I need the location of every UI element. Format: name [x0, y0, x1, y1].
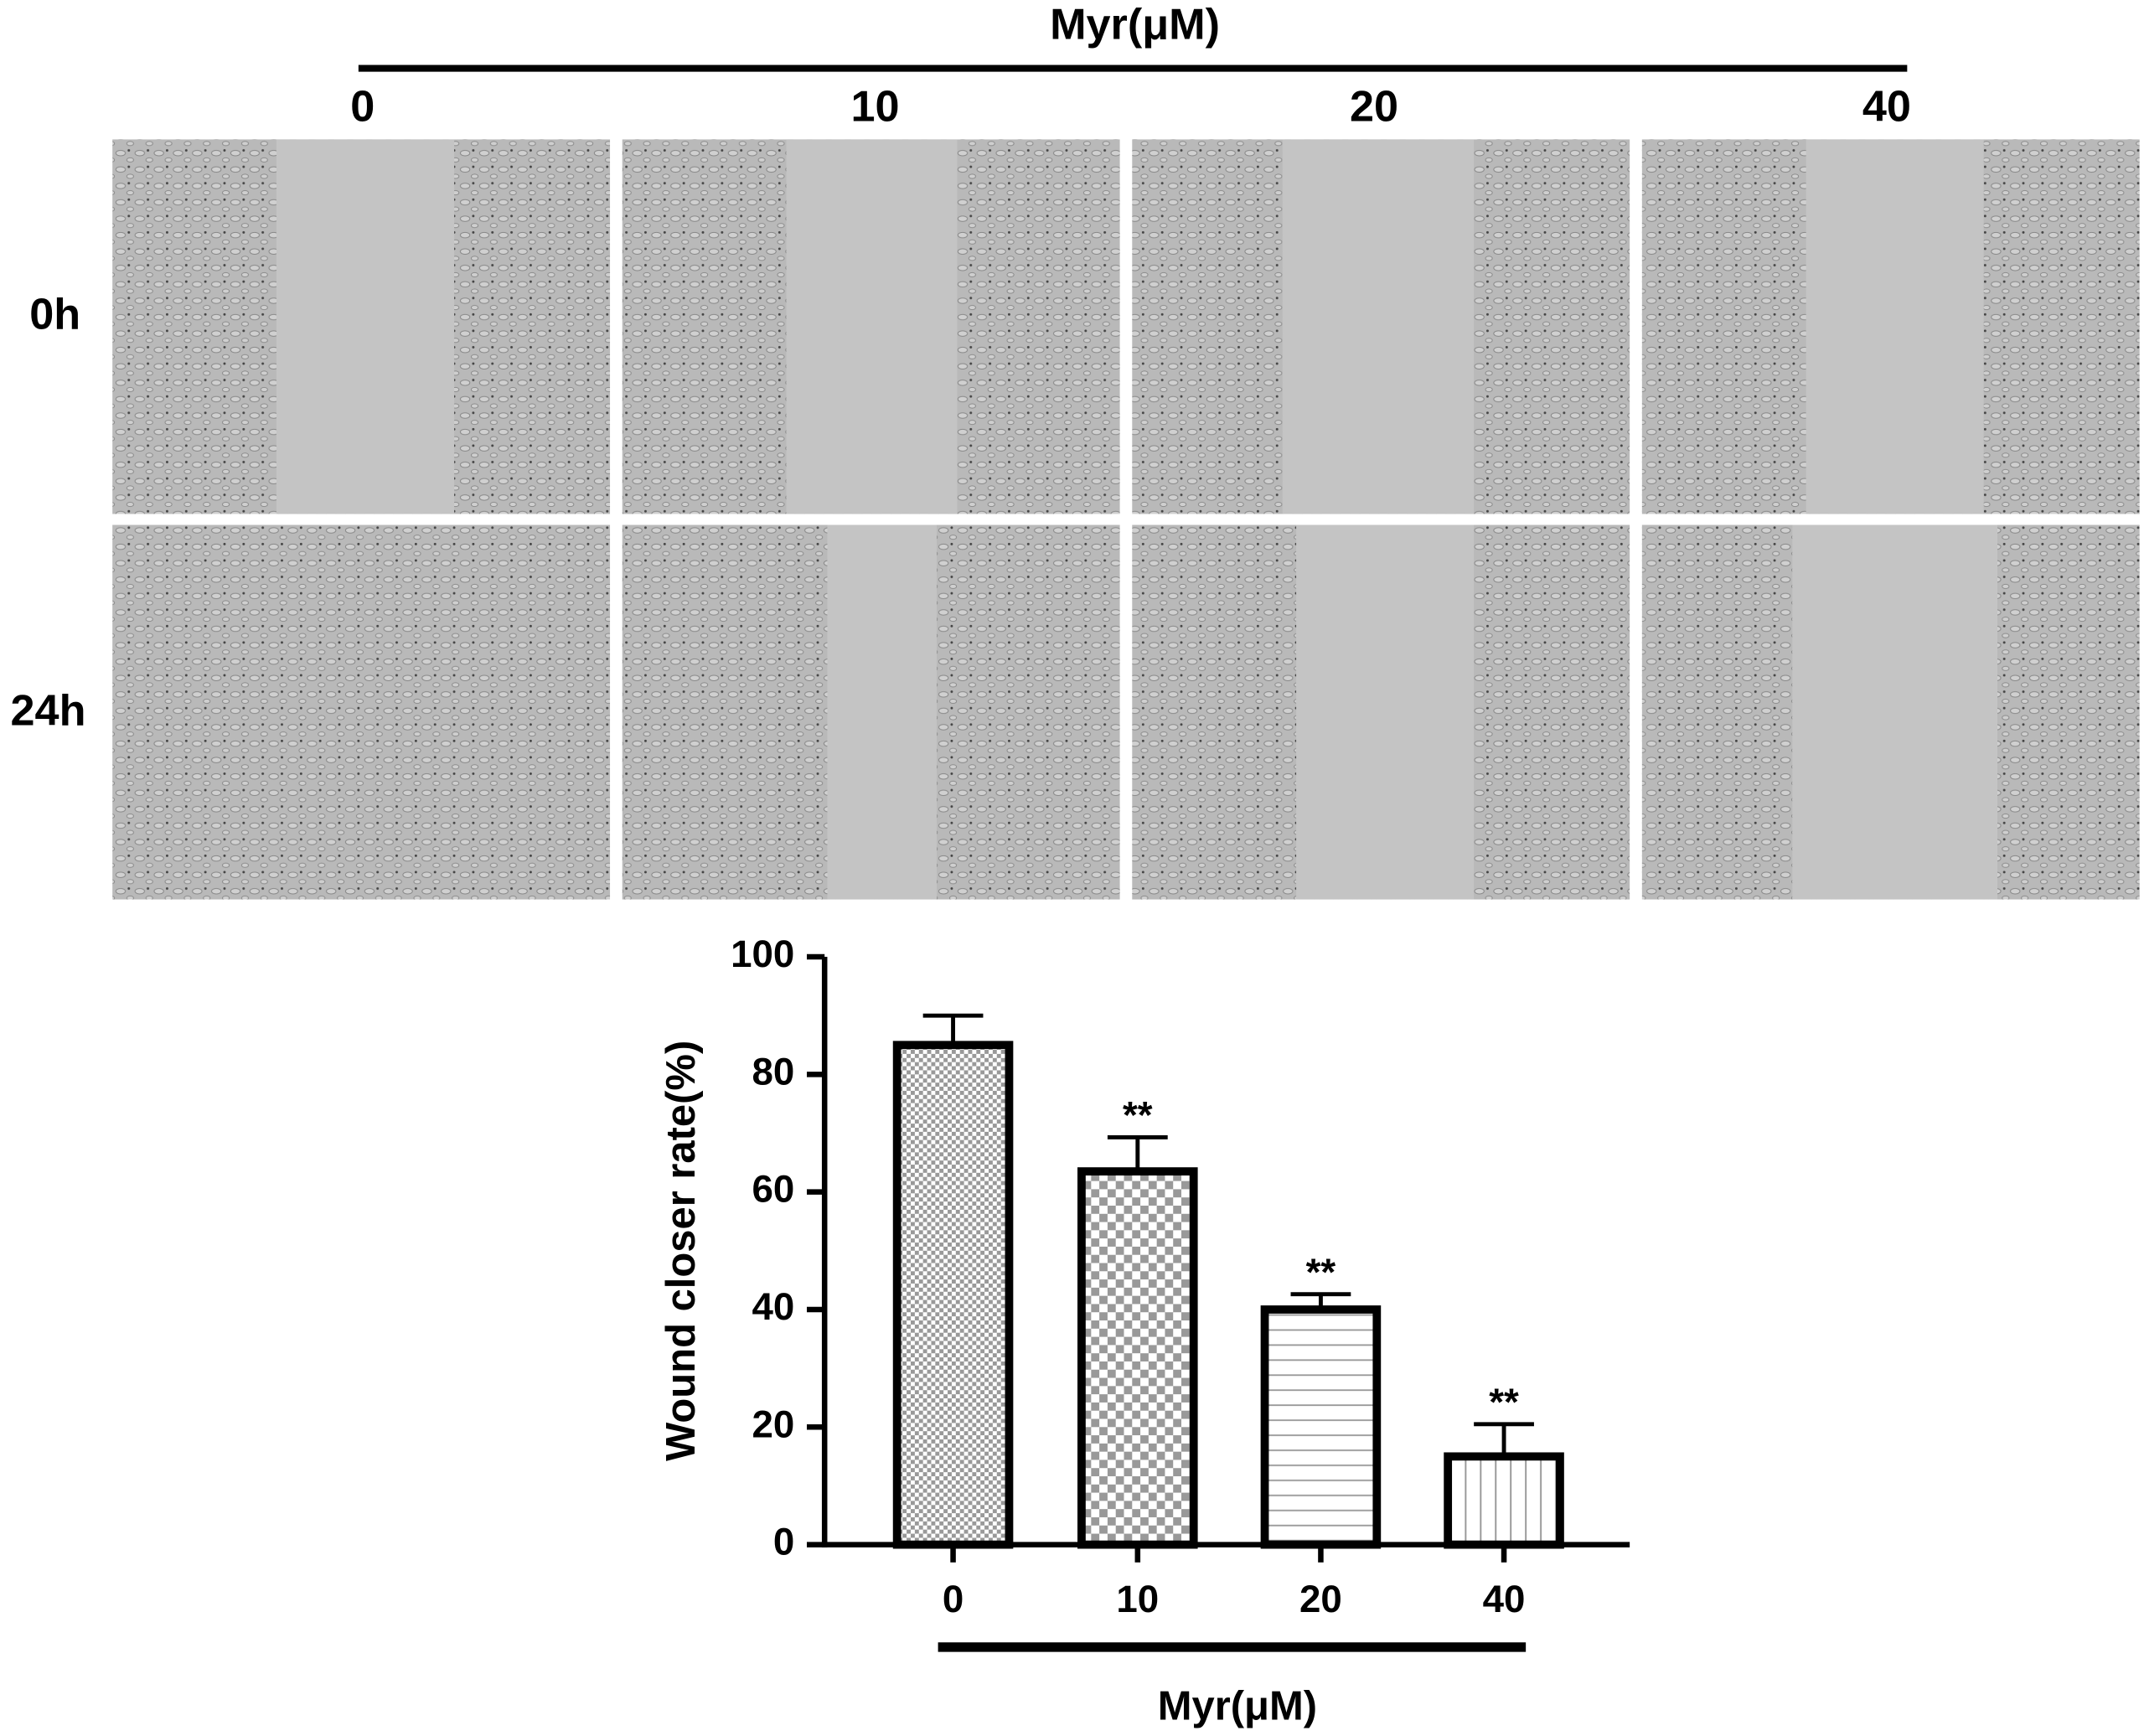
y-tick-label: 100: [731, 933, 794, 975]
wound-gap: [1806, 139, 1984, 514]
wound-gap: [1282, 139, 1475, 514]
y-tick-label: 20: [752, 1403, 794, 1445]
x-tick-label: 10: [1116, 1578, 1159, 1620]
wound-gap: [1792, 524, 1998, 900]
bar: [1444, 1452, 1564, 1549]
y-tick-label: 0: [773, 1521, 794, 1563]
column-label: 10: [851, 82, 900, 131]
y-tick-label: 80: [752, 1050, 794, 1093]
y-tick-label: 40: [752, 1285, 794, 1328]
x-tick-label: 20: [1299, 1578, 1342, 1620]
column-label: 40: [1862, 82, 1911, 131]
column-label: 20: [1350, 82, 1398, 131]
significance-label: **: [1306, 1251, 1336, 1294]
bar: [1260, 1305, 1382, 1549]
bar: [892, 1041, 1014, 1549]
wound-gap: [1296, 524, 1475, 900]
column-label: 0: [350, 82, 375, 131]
wound-gap: [827, 524, 937, 900]
x-tick-label: 0: [943, 1578, 964, 1620]
bar: [1077, 1167, 1198, 1549]
x-tick-label: 40: [1483, 1578, 1526, 1620]
y-tick-label: 60: [752, 1168, 794, 1211]
wound-gap: [276, 139, 455, 514]
y-axis-title: Wound closer rate(%): [659, 1041, 704, 1461]
row-label: 0h: [29, 290, 80, 338]
significance-label: **: [1123, 1094, 1153, 1137]
wound-gap: [786, 139, 958, 514]
row-label: 24h: [11, 686, 86, 735]
panel-title: Myr(μM): [1050, 0, 1220, 49]
significance-label: **: [1489, 1381, 1519, 1423]
micrograph: [112, 524, 611, 900]
x-axis-title: Myr(μM): [1158, 1683, 1317, 1728]
